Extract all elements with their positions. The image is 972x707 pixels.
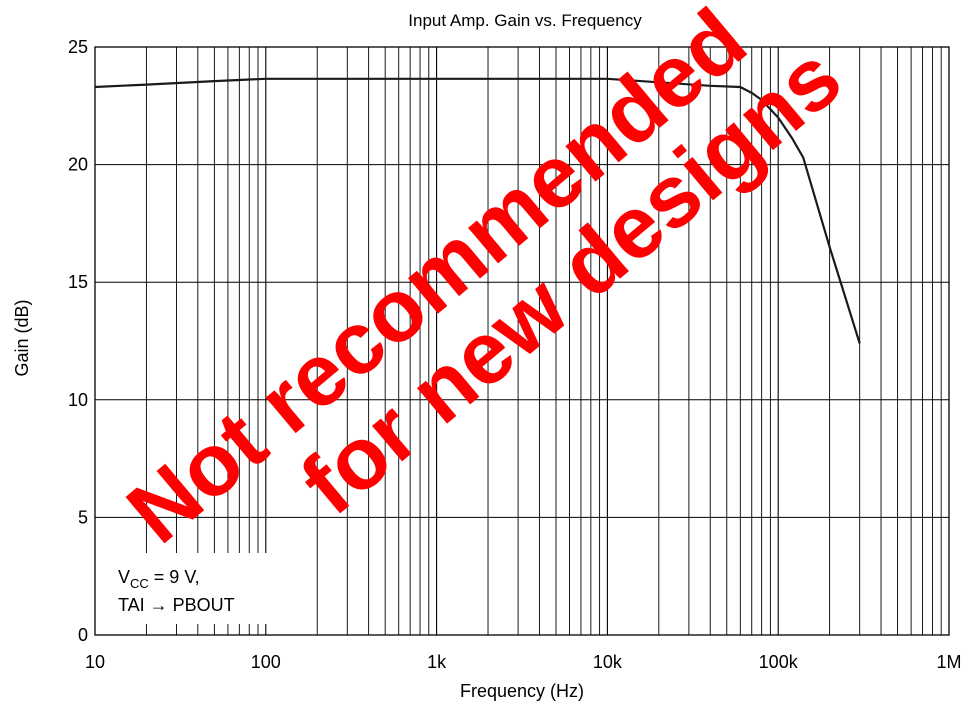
y-tick-label: 20 (68, 155, 88, 175)
annotation-vcc: V (118, 567, 130, 587)
chart-title: Input Amp. Gain vs. Frequency (408, 11, 642, 30)
annotation-line-2: TAI → PBOUT (118, 595, 235, 615)
x-tick-label: 10k (593, 652, 623, 672)
gain-curve (94, 77, 861, 344)
y-tick-label: 25 (68, 37, 88, 57)
y-tick-label: 0 (78, 625, 88, 645)
annotation-vcc-subscript: CC (130, 576, 149, 591)
y-tick-label: 15 (68, 272, 88, 292)
x-tick-label: 100 (251, 652, 281, 672)
plot-frame (94, 46, 950, 636)
x-tick-labels: 10 100 1k 10k 100k 1M (85, 652, 962, 672)
annotation-vcc-value: = 9 V, (149, 567, 200, 587)
x-gridlines (145, 47, 942, 635)
series-layer (94, 77, 861, 344)
x-tick-label: 1k (427, 652, 447, 672)
annotation-line-1: VCC = 9 V, (118, 567, 200, 591)
watermark: Not recommended for new designs (109, 0, 860, 562)
condition-annotation: VCC = 9 V, TAI → PBOUT (104, 553, 294, 624)
x-axis-label: Frequency (Hz) (460, 681, 584, 701)
y-tick-labels: 0 5 10 15 20 25 (68, 37, 88, 645)
y-axis-label: Gain (dB) (12, 299, 32, 376)
x-tick-label: 100k (759, 652, 799, 672)
y-tick-label: 5 (78, 507, 88, 527)
y-tick-label: 10 (68, 390, 88, 410)
annotation-background (104, 553, 294, 624)
x-tick-label: 10 (85, 652, 105, 672)
y-gridlines (95, 164, 949, 518)
x-tick-label: 1M (936, 652, 961, 672)
